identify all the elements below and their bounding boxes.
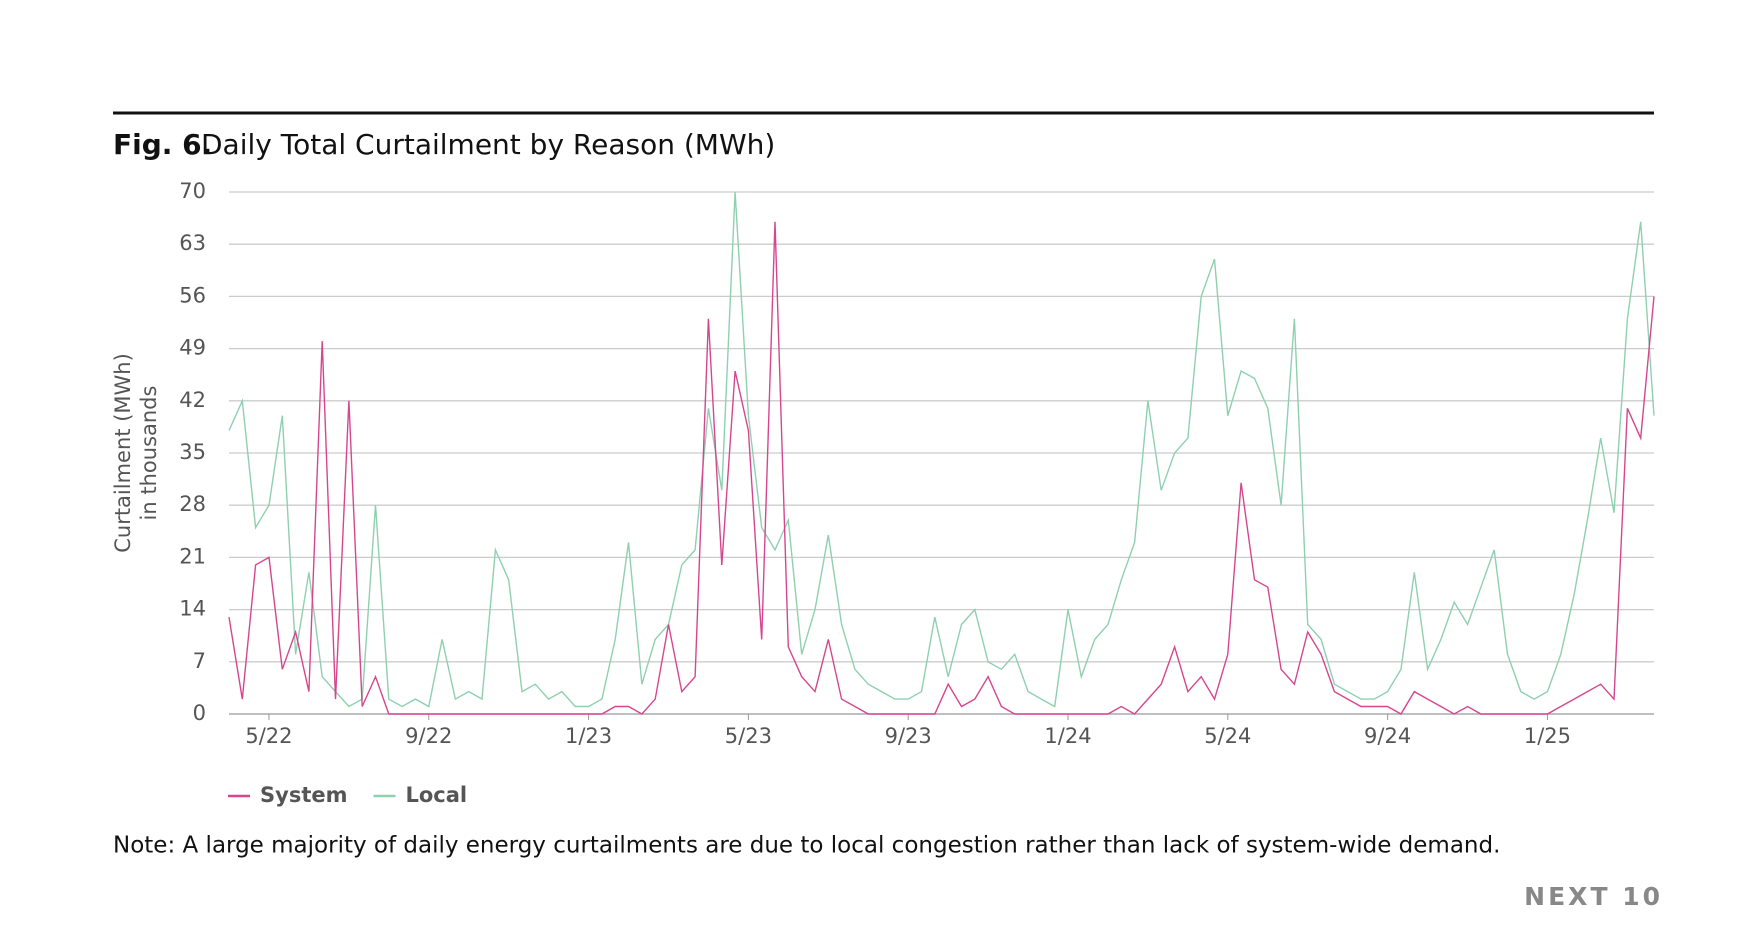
y-tick-label: 21 (179, 544, 206, 568)
note: Note: A large majority of daily energy c… (113, 833, 1500, 859)
x-tick-label: 5/24 (1204, 724, 1251, 748)
x-tick-label: 5/23 (725, 724, 772, 748)
x-tick-label: 9/22 (405, 724, 452, 748)
y-tick-label: 7 (193, 649, 206, 673)
brand: NEXT 10 (1524, 882, 1663, 911)
y-tick-label: 63 (179, 231, 206, 255)
series-line (228, 191, 1655, 708)
y-tick-label: 70 (179, 179, 206, 203)
y-axis-label: Curtailment (MWh) (111, 353, 135, 553)
y-tick-label: 35 (179, 440, 206, 464)
x-tick-label: 1/23 (565, 724, 612, 748)
y-tick-label: 0 (193, 701, 206, 725)
x-tick-label: 9/23 (885, 724, 932, 748)
legend-label: Local (405, 783, 467, 807)
y-tick-label: 28 (179, 492, 206, 516)
x-tick-label: 1/24 (1044, 724, 1091, 748)
y-tick-label: 42 (179, 388, 206, 412)
y-axis-label: in thousands (137, 386, 161, 521)
chart-title: Daily Total Curtailment by Reason (MWh) (201, 128, 775, 161)
legend-label: System (260, 783, 347, 807)
y-tick-label: 49 (179, 336, 206, 360)
fig-label: Fig. 6. (113, 128, 212, 161)
x-tick-label: 5/22 (245, 724, 292, 748)
x-tick-label: 1/25 (1524, 724, 1571, 748)
series-line (228, 221, 1655, 715)
y-tick-label: 14 (179, 597, 206, 621)
y-tick-label: 56 (179, 283, 206, 307)
x-tick-label: 9/24 (1364, 724, 1411, 748)
